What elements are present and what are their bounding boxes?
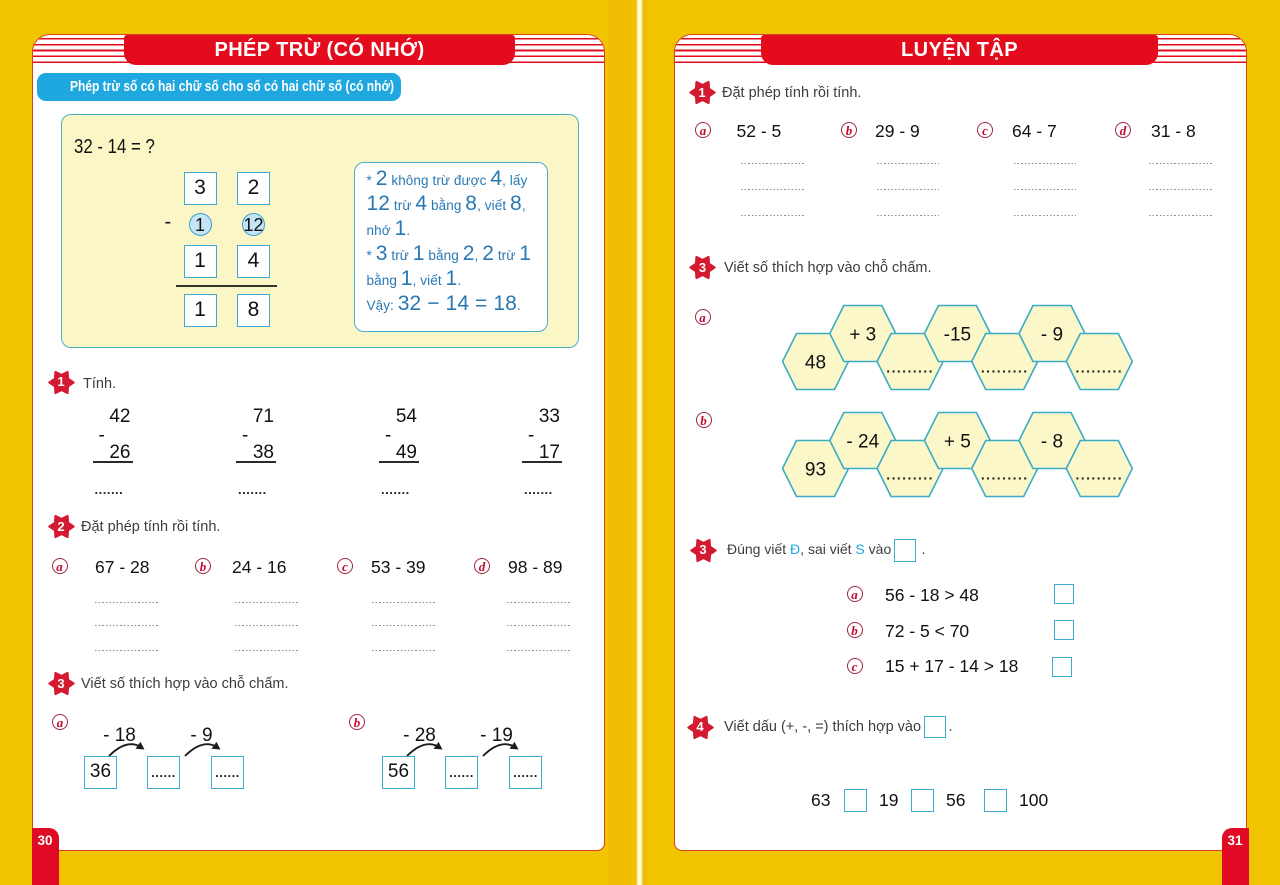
svg-text:.........: ......... <box>886 359 934 375</box>
svg-text:-15: -15 <box>944 324 971 345</box>
svg-text:.........: ......... <box>886 466 934 482</box>
svg-text:.........: ......... <box>981 359 1029 375</box>
svg-text:93: 93 <box>805 459 826 480</box>
svg-text:+ 5: + 5 <box>944 431 971 452</box>
svg-text:+ 3: + 3 <box>849 324 876 345</box>
svg-text:- 8: - 8 <box>1041 431 1063 452</box>
svg-text:.........: ......... <box>981 466 1029 482</box>
svg-text:48: 48 <box>805 352 826 373</box>
svg-text:.........: ......... <box>1075 466 1123 482</box>
svg-text:- 24: - 24 <box>846 431 879 452</box>
svg-text:.........: ......... <box>1075 359 1123 375</box>
svg-text:- 9: - 9 <box>1041 324 1063 345</box>
